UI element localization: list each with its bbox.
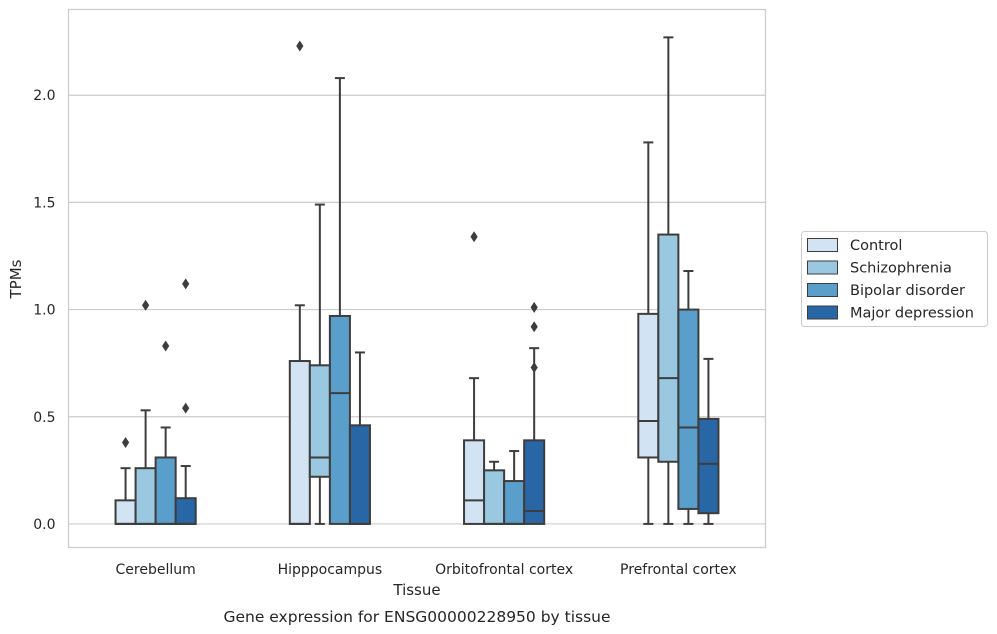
y-tick-label: 1.5: [33, 195, 55, 211]
outlier-point: [530, 301, 538, 313]
box-body: [328, 315, 351, 525]
box-control: [288, 40, 311, 525]
box-body: [483, 469, 506, 525]
box-body: [637, 312, 660, 459]
box-body: [677, 308, 700, 510]
box-bipolar-disorder: [328, 77, 351, 525]
box-body: [463, 439, 486, 525]
x-axis-label: Tissue: [392, 581, 440, 599]
box-body: [657, 233, 680, 463]
x-tick-label: Hipppocampus: [278, 562, 383, 578]
box-body: [308, 364, 331, 478]
chart-caption: Gene expression for ENSG00000228950 by t…: [223, 608, 610, 626]
box-schizophrenia: [657, 36, 680, 525]
legend-label: Major depression: [850, 306, 974, 322]
box-body: [523, 439, 546, 525]
outlier-point: [162, 340, 170, 352]
box-bipolar-disorder: [154, 340, 177, 525]
y-tick-label: 0.5: [33, 410, 55, 426]
box-bipolar-disorder: [677, 269, 700, 525]
x-tick-label: Cerebellum: [116, 562, 196, 578]
box-body: [288, 360, 311, 525]
box-bipolar-disorder: [503, 450, 526, 525]
y-axis-label: TPMs: [7, 259, 25, 299]
box-control: [637, 141, 660, 525]
box-major-depression: [174, 278, 197, 525]
legend: Control Schizophrenia Bipolar disorder Majo…: [801, 231, 988, 327]
outlier-point: [530, 361, 538, 373]
x-tick-labels: Cerebellum Hipppocampus Orbitofrontal cort…: [116, 562, 737, 578]
outlier-point: [182, 402, 190, 414]
box-schizophrenia: [134, 299, 157, 525]
x-tick-label: Prefrontal cortex: [620, 562, 737, 578]
box-body: [503, 480, 526, 525]
box-control: [114, 436, 137, 525]
box-body: [114, 499, 137, 525]
y-tick-labels: 0.0 0.5 1.0 1.5 2.0: [33, 88, 55, 533]
legend-frame: [801, 231, 988, 327]
box-major-depression: [697, 357, 720, 525]
x-tick-label: Orbitofrontal cortex: [435, 562, 573, 578]
box-major-depression: [523, 301, 546, 525]
outlier-point: [296, 40, 304, 52]
box-body: [154, 456, 177, 525]
y-tick-label: 2.0: [33, 88, 55, 104]
y-tick-label: 1.0: [33, 303, 55, 319]
box-body: [348, 424, 371, 525]
plot-frame: [67, 8, 767, 549]
outlier-point: [470, 231, 478, 243]
box-schizophrenia: [483, 460, 506, 525]
box-major-depression: [348, 351, 371, 525]
legend-label: Bipolar disorder: [850, 283, 965, 299]
box-body: [174, 497, 197, 525]
outlier-point: [182, 278, 190, 290]
legend-swatch: [807, 260, 838, 275]
box-schizophrenia: [308, 203, 331, 525]
legend-label: Control: [850, 238, 902, 254]
y-tick-label: 0.0: [33, 517, 55, 533]
box-body: [134, 467, 157, 525]
legend-swatch: [807, 238, 838, 252]
legend-swatch: [807, 305, 838, 320]
box-body: [697, 417, 720, 515]
legend-swatch: [807, 283, 838, 297]
outlier-point: [530, 321, 538, 333]
box-control: [463, 231, 486, 525]
legend-label: Schizophrenia: [850, 261, 952, 277]
box-groups: [114, 36, 720, 525]
outlier-point: [121, 436, 130, 448]
outlier-point: [142, 299, 150, 311]
